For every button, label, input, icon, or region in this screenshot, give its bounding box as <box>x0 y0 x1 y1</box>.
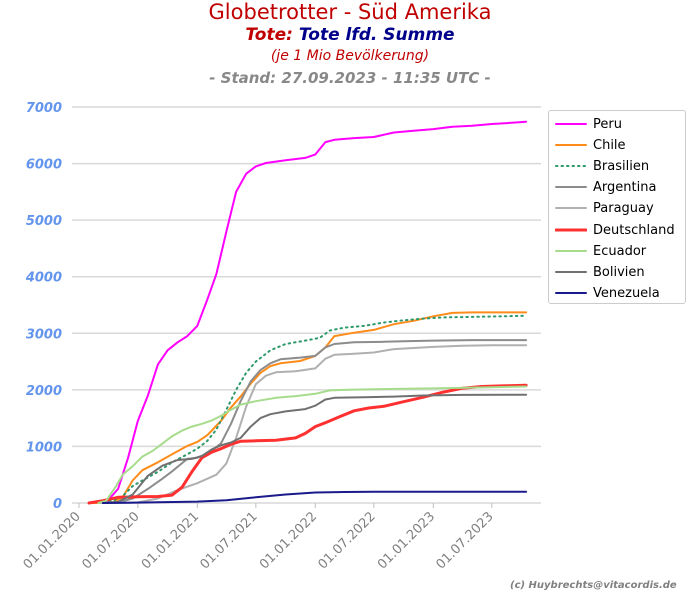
y-tick-label: 3000 <box>26 327 62 342</box>
series-line-paraguay <box>97 344 528 504</box>
grid <box>72 106 541 504</box>
legend-label: Deutschland <box>593 222 675 238</box>
y-tick-label: 0 <box>53 497 62 512</box>
legend-swatch <box>555 228 587 231</box>
x-tick-label: 01.07.2022 <box>315 509 378 572</box>
y-tick-label: 6000 <box>26 158 62 173</box>
legend-swatch <box>555 207 587 210</box>
legend-label: Peru <box>593 117 622 132</box>
legend-swatch <box>555 291 587 294</box>
legend-swatch <box>555 144 587 147</box>
y-tick-label: 7000 <box>26 101 62 116</box>
chart-subtitle: Tote: Tote lfd. Summe <box>0 25 700 45</box>
y-axis: 0 1000 2000 3000 4000 5000 6000 7000 <box>25 101 62 512</box>
legend-label: Argentina <box>593 180 657 196</box>
subtitle-metric: Tote lfd. Summe <box>298 25 455 45</box>
legend-item-paraguay: Paraguay <box>549 198 685 218</box>
y-tick-label: 1000 <box>26 440 62 455</box>
series-line-brasilien <box>97 314 528 504</box>
legend-label: Ecuador <box>593 243 647 259</box>
legend-label: Bolivien <box>593 264 645 280</box>
legend-swatch <box>555 123 587 125</box>
legend-label: Venezuela <box>593 285 660 301</box>
chart-stand: - Stand: 27.09.2023 - 11:35 UTC - <box>209 69 491 87</box>
y-tick-label: 4000 <box>25 271 62 286</box>
y-tick-label: 5000 <box>26 214 62 229</box>
legend-label: Chile <box>593 138 626 154</box>
series-line-peru <box>92 120 528 504</box>
legend-swatch <box>555 165 587 168</box>
x-tick-label: 01.07.2020 <box>79 509 142 572</box>
y-tick-label: 2000 <box>26 384 62 399</box>
legend-swatch <box>555 186 587 189</box>
series-lines <box>87 120 528 505</box>
chart-title: Globetrotter - Süd Amerika <box>208 0 492 24</box>
legend-swatch <box>555 249 587 252</box>
legend-item-bolivien: Bolivien <box>549 262 685 282</box>
series-line-ecuador <box>97 385 528 504</box>
x-tick-label: 01.01.2023 <box>375 509 438 572</box>
legend-label: Brasilien <box>593 159 650 175</box>
x-tick-label: 01.01.2021 <box>139 509 202 572</box>
x-tick-label: 01.01.2022 <box>257 509 320 572</box>
legend-swatch <box>555 270 587 273</box>
legend-item-chile: Chile <box>549 135 685 155</box>
x-tick-label: 01.01.2020 <box>21 509 84 572</box>
x-tick-label: 01.07.2023 <box>433 509 496 572</box>
subtitle-prefix: Tote: <box>245 25 293 45</box>
series-line-venezuela <box>101 490 528 504</box>
legend-item-argentina: Argentina <box>549 177 685 197</box>
credit: (c) Huybrechts@vitacordis.de <box>510 580 677 591</box>
chart-note: (je 1 Mio Bevölkerung) <box>270 48 430 64</box>
x-axis: 01.01.202001.07.202001.01.202101.07.2021… <box>21 503 497 572</box>
legend-item-ecuador: Ecuador <box>549 241 685 261</box>
legend-item-peru: Peru <box>549 114 685 134</box>
x-tick-label: 01.07.2021 <box>197 509 260 572</box>
legend-item-deutschland: Deutschland <box>549 220 685 240</box>
legend-item-venezuela: Venezuela <box>549 283 685 303</box>
legend: Peru Chile Brasilien Argentina Paraguay Deuts… <box>548 110 686 304</box>
legend-label: Paraguay <box>593 201 654 217</box>
series-line-argentina <box>97 339 528 504</box>
legend-item-brasilien: Brasilien <box>549 156 685 176</box>
series-line-bolivien <box>101 393 528 504</box>
